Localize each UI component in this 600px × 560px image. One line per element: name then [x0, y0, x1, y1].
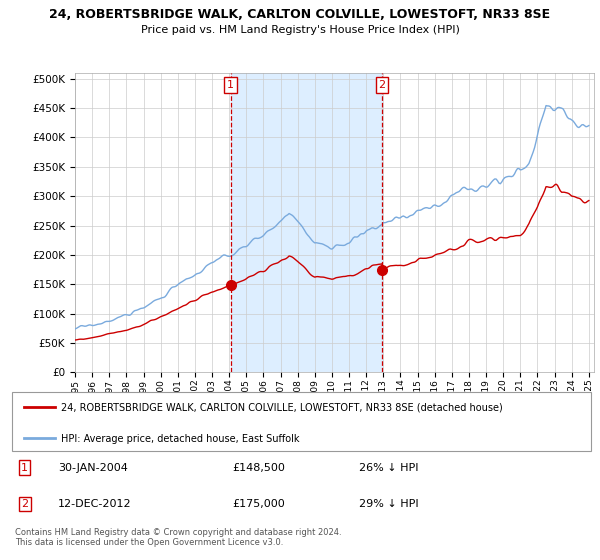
- Text: Price paid vs. HM Land Registry's House Price Index (HPI): Price paid vs. HM Land Registry's House …: [140, 25, 460, 35]
- Text: 30-JAN-2004: 30-JAN-2004: [58, 463, 128, 473]
- FancyBboxPatch shape: [12, 392, 591, 451]
- Text: 24, ROBERTSBRIDGE WALK, CARLTON COLVILLE, LOWESTOFT, NR33 8SE (detached house): 24, ROBERTSBRIDGE WALK, CARLTON COLVILLE…: [61, 403, 503, 413]
- Text: 1: 1: [21, 463, 28, 473]
- Text: 1: 1: [227, 80, 234, 90]
- Text: 29% ↓ HPI: 29% ↓ HPI: [359, 499, 419, 509]
- Text: 26% ↓ HPI: 26% ↓ HPI: [359, 463, 419, 473]
- Text: 2: 2: [379, 80, 386, 90]
- Text: HPI: Average price, detached house, East Suffolk: HPI: Average price, detached house, East…: [61, 434, 300, 444]
- Text: 24, ROBERTSBRIDGE WALK, CARLTON COLVILLE, LOWESTOFT, NR33 8SE: 24, ROBERTSBRIDGE WALK, CARLTON COLVILLE…: [49, 8, 551, 21]
- Text: £148,500: £148,500: [232, 463, 285, 473]
- Text: £175,000: £175,000: [232, 499, 285, 509]
- Text: 2: 2: [21, 499, 28, 509]
- Text: Contains HM Land Registry data © Crown copyright and database right 2024.
This d: Contains HM Land Registry data © Crown c…: [15, 528, 341, 547]
- Text: 12-DEC-2012: 12-DEC-2012: [58, 499, 132, 509]
- Bar: [230, 73, 382, 372]
